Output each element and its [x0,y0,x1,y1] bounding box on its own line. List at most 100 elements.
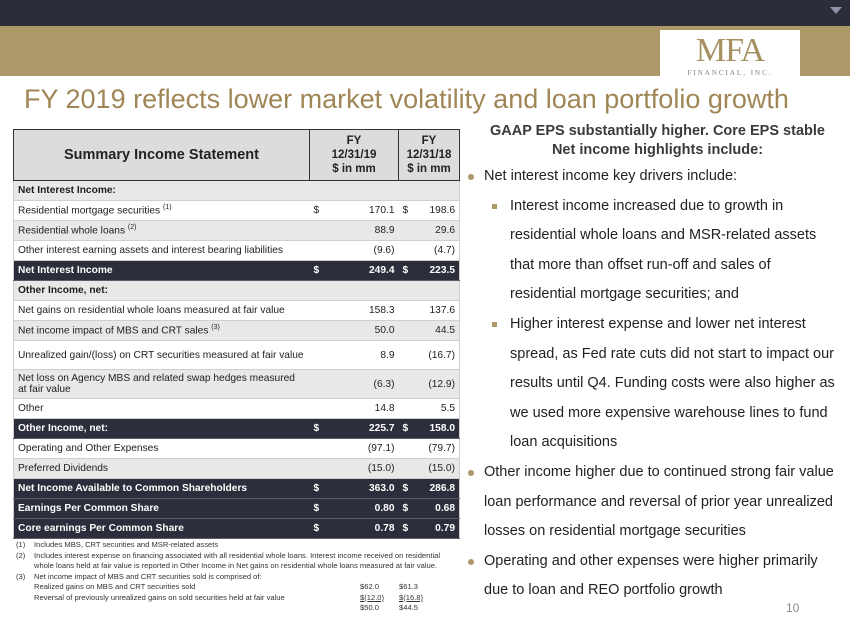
value-fy2018: 44.5 [398,320,460,341]
footnote-3: (3) Net income impact of MBS and CRT sec… [16,571,262,581]
table-row: Earnings Per Common Share $0.80 $0.68 [13,498,460,519]
sub-bullet-interest-expense: Higher interest expense and lower net in… [466,310,838,458]
value-fy2019: $225.7 [309,418,399,439]
value-fy2019: $249.4 [309,260,399,281]
value-fy2019: $0.78 [309,518,399,539]
highlights-list: Net interest income key drivers include:… [466,162,838,606]
value-fy2019: 50.0 [309,320,399,341]
value-fy2019 [309,180,399,201]
footnote-ref: (3) [211,324,220,332]
table-row: Other Income, net: $225.7 $158.0 [13,418,460,439]
row-label: Core earnings Per Common Share [13,518,310,539]
value-fy2018: 5.5 [398,398,460,419]
value-fy2018: 29.6 [398,220,460,241]
bullet-operating-expenses: Operating and other expenses were higher… [466,547,838,606]
table-title: Summary Income Statement [13,129,310,181]
slide-title: FY 2019 reflects lower market volatility… [24,84,789,114]
row-label: Other Income, net: [13,418,310,439]
footnote-ref: (2) [127,224,137,232]
table-row: Net loss on Agency MBS and related swap … [13,369,460,399]
sub-bullet-interest-income: Interest income increased due to growth … [466,192,838,310]
currency-symbol: $ [313,423,320,434]
row-label: Other [13,398,310,419]
footnote-recon-total: $50.0 $44.5 [360,603,419,612]
table-row: Core earnings Per Common Share $0.78 $0.79 [13,518,460,539]
value-fy2018: (12.9) [398,369,460,399]
footnote-ref: (1) [162,204,172,212]
row-label: Other interest earning assets and intere… [13,240,310,261]
table-row: Net Income Available to Common Sharehold… [13,478,460,499]
footnote-recon-row: Reversal of previously unrealized gains … [34,592,424,602]
footnotes: (1) Includes MBS, CRT securities and MSR… [16,540,452,614]
bullet-dot-icon [468,174,474,180]
value-fy2018: $158.0 [398,418,460,439]
bullet-net-interest: Net interest income key drivers include: [466,162,838,192]
value-fy2019: (97.1) [309,438,399,459]
value-fy2018: (4.7) [398,240,460,261]
value-fy2018: (15.0) [398,458,460,479]
value-fy2019: $0.80 [309,498,399,519]
table-row: Net Interest Income $249.4 $223.5 [13,260,460,281]
value-fy2018: $0.68 [398,498,460,519]
row-label: Net gains on residential whole loans mea… [13,300,310,321]
value-fy2019: (6.3) [309,369,399,399]
row-label: Net Income Available to Common Sharehold… [13,478,310,499]
bullet-dot-icon [468,469,474,476]
bullet-square-icon [492,203,497,209]
currency-symbol: $ [402,483,409,494]
value-fy2018 [398,280,460,301]
footnote-recon-row: Realized gains on MBS and CRT securities… [34,582,419,591]
value-fy2018: 137.6 [398,300,460,321]
row-label: Residential whole loans (2) [13,220,310,241]
value-fy2019: $170.1 [309,200,399,221]
value-fy2019 [309,280,399,301]
table-header-row: Summary Income Statement FY 12/31/19 $ i… [13,129,460,181]
table-row: Unrealized gain/(loss) on CRT securities… [13,340,460,370]
table-row: Other 14.8 5.5 [13,398,460,419]
table-row: Other Income, net: [13,280,460,301]
logo-subtitle: FINANCIAL, INC. [687,69,773,77]
bullet-square-icon [492,321,497,327]
table-row: Net gains on residential whole loans mea… [13,300,460,321]
table-row: Residential whole loans (2) 88.9 29.6 [13,220,460,241]
logo-wordmark: MFA [695,32,765,69]
currency-symbol: $ [313,483,320,494]
value-fy2018 [398,180,460,201]
value-fy2019: $363.0 [309,478,399,499]
value-fy2019: 8.9 [309,340,399,370]
table-row: Net Interest Income: [13,180,460,201]
currency-symbol: $ [402,503,409,514]
value-fy2018: $0.79 [398,518,460,539]
value-fy2019: (9.6) [309,240,399,261]
row-label: Preferred Dividends [13,458,310,479]
page-number: 10 [786,601,800,615]
value-fy2019: (15.0) [309,458,399,479]
value-fy2018: $286.8 [398,478,460,499]
company-logo: MFA FINANCIAL, INC. [660,30,800,80]
value-fy2019: 14.8 [309,398,399,419]
row-label: Net loss on Agency MBS and related swap … [13,369,310,399]
value-fy2019: 88.9 [309,220,399,241]
row-label: Unrealized gain/(loss) on CRT securities… [13,340,310,370]
currency-symbol: $ [313,503,320,514]
table-row: Net income impact of MBS and CRT sales (… [13,320,460,341]
currency-symbol: $ [313,523,320,534]
currency-symbol: $ [313,265,320,276]
value-fy2018: $223.5 [398,260,460,281]
bullet-other-income: Other income higher due to continued str… [466,458,838,547]
currency-symbol: $ [402,523,409,534]
row-label: Other Income, net: [13,280,310,301]
table-row: Residential mortgage securities (1) $170.… [13,200,460,221]
summary-income-table: Summary Income Statement FY 12/31/19 $ i… [13,129,460,539]
footnote-1: (1) Includes MBS, CRT securities and MSR… [16,540,219,549]
footnote-2: (2) Includes interest expense on financi… [16,550,441,571]
column-header-fy2019: FY 12/31/19 $ in mm [309,129,399,181]
table-row: Other interest earning assets and intere… [13,240,460,261]
column-header-fy2018: FY 12/31/18 $ in mm [398,129,460,181]
row-label: Net Interest Income [13,260,310,281]
highlights-heading: GAAP EPS substantially higher. Core EPS … [490,123,825,158]
currency-symbol: $ [313,205,320,216]
value-fy2019: 158.3 [309,300,399,321]
row-label: Residential mortgage securities (1) [13,200,310,221]
row-label: Net income impact of MBS and CRT sales (… [13,320,310,341]
